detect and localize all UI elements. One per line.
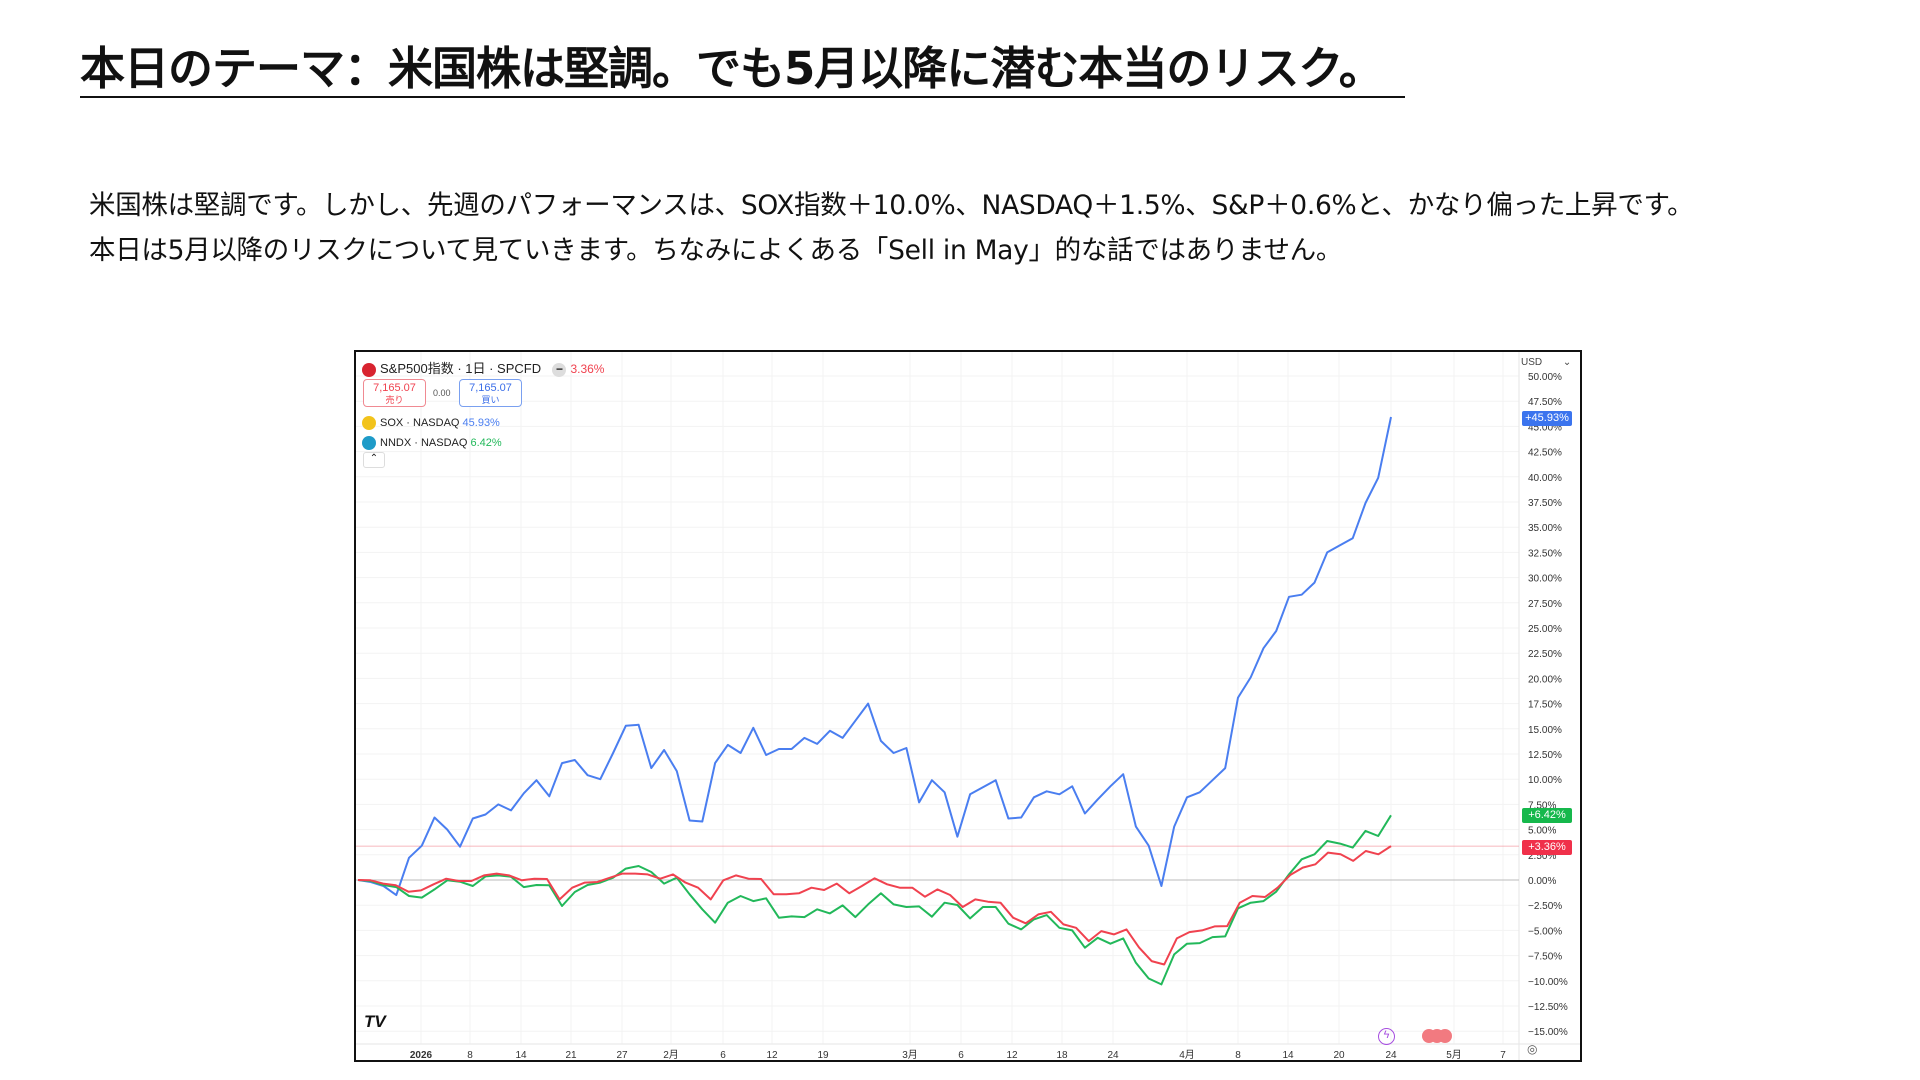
- line-chart[interactable]: 2026 8 14 21 27 2月 6 12 19 3月 6 12 18 24 4月 8 14 20 24 5月 7 5…: [356, 352, 1582, 1062]
- collapse-legend-button[interactable]: ⌃: [363, 452, 385, 468]
- x-tick-label: 2月: [663, 1049, 679, 1061]
- chevron-down-icon: ⌄: [1562, 357, 1572, 368]
- y-tick-label: 0.00%: [1528, 876, 1556, 887]
- y-tick-label: 10.00%: [1528, 775, 1562, 786]
- y-tick-label: 2.50%: [1528, 851, 1556, 862]
- x-tick-label: 2026: [410, 1050, 433, 1061]
- x-tick-label: 8: [467, 1050, 473, 1061]
- y-tick-label: 22.50%: [1528, 649, 1562, 660]
- x-tick-label: 12: [1006, 1050, 1018, 1061]
- x-tick-label: 5月: [1446, 1049, 1462, 1061]
- x-tick-label: 6: [720, 1050, 726, 1061]
- y-tick-label: 37.50%: [1528, 498, 1562, 509]
- sox-price-tag: +45.93%: [1522, 411, 1572, 426]
- y-tick-label: 42.50%: [1528, 448, 1562, 459]
- lightning-event-icon[interactable]: ϟ: [1378, 1028, 1395, 1045]
- y-tick-label: 27.50%: [1528, 599, 1562, 610]
- x-tick-label: 27: [616, 1050, 628, 1061]
- y-tick-label: −7.50%: [1528, 952, 1562, 963]
- sp500-logo-icon: [362, 362, 376, 377]
- intro-line-1: 米国株は堅調です。しかし、先週のパフォーマンスは、SOX指数＋10.0%、NAS…: [89, 190, 1694, 221]
- x-tick-label: 14: [515, 1050, 527, 1061]
- series-line-sp500: [357, 845, 1392, 966]
- ndx-logo-icon: [362, 436, 376, 450]
- symbol-label: S&P500指数 · 1日 · SPCFD: [380, 361, 542, 376]
- y-tick-label: 35.00%: [1528, 523, 1562, 534]
- y-tick-label: 20.00%: [1528, 674, 1562, 685]
- symbol-change: 3.36%: [570, 362, 605, 376]
- y-tick-label: −15.00%: [1528, 1027, 1568, 1038]
- x-tick-label: 3月: [902, 1049, 918, 1061]
- y-tick-label: 12.50%: [1528, 750, 1562, 761]
- sp500-price-tag: +3.36%: [1522, 840, 1572, 855]
- x-tick-label: 20: [1333, 1050, 1345, 1061]
- main-symbol-legend[interactable]: S&P500指数 · 1日 · SPCFD −3.36%: [362, 358, 604, 377]
- x-tick-label: 7: [1500, 1050, 1506, 1061]
- buy-button[interactable]: 7,165.07 買い: [459, 379, 522, 407]
- minus-icon[interactable]: −: [552, 362, 567, 377]
- chart-panel[interactable]: 2026 8 14 21 27 2月 6 12 19 3月 6 12 18 24 4月 8 14 20 24 5月 7 5…: [354, 350, 1582, 1062]
- legend-sox[interactable]: SOX · NASDAQ 45.93%: [362, 416, 500, 430]
- y-tick-label: 40.00%: [1528, 473, 1562, 484]
- page-title: 本日のテーマ：米国株は堅調。でも5月以降に潜む本当のリスク。: [80, 42, 1405, 98]
- x-tick-label: 18: [1056, 1050, 1068, 1061]
- sell-button[interactable]: 7,165.07 売り: [363, 379, 426, 407]
- earnings-flag-icons[interactable]: [1422, 1028, 1456, 1043]
- settings-eye-icon[interactable]: ◎: [1527, 1042, 1538, 1056]
- y-tick-label: 15.00%: [1528, 725, 1562, 736]
- y-tick-label: 32.50%: [1528, 548, 1562, 559]
- y-tick-label: 45.00%: [1528, 422, 1562, 433]
- tradingview-logo: TV: [364, 1012, 386, 1031]
- series-line-ndx: [357, 814, 1392, 986]
- sox-logo-icon: [362, 416, 376, 430]
- x-tick-label: 14: [1282, 1050, 1294, 1061]
- spread-value: 0.00: [433, 388, 451, 398]
- x-tick-label: 24: [1385, 1050, 1397, 1061]
- y-tick-label: 25.00%: [1528, 624, 1562, 635]
- y-tick-label: 30.00%: [1528, 574, 1562, 585]
- ndx-price-tag: +6.42%: [1522, 808, 1572, 823]
- y-tick-label: 5.00%: [1528, 826, 1556, 837]
- x-tick-label: 12: [766, 1050, 778, 1061]
- y-tick-label: 50.00%: [1528, 372, 1562, 383]
- y-tick-label: −5.00%: [1528, 926, 1562, 937]
- y-tick-label: −12.50%: [1528, 1002, 1568, 1013]
- x-tick-label: 4月: [1179, 1049, 1195, 1061]
- legend-ndx[interactable]: NNDX · NASDAQ 6.42%: [362, 436, 502, 450]
- y-tick-label: 7.50%: [1528, 800, 1556, 811]
- x-tick-label: 19: [817, 1050, 829, 1061]
- y-tick-label: 47.50%: [1528, 397, 1562, 408]
- series-line-sox: [357, 416, 1392, 897]
- x-tick-label: 8: [1235, 1050, 1241, 1061]
- x-tick-label: 21: [565, 1050, 577, 1061]
- y-tick-label: −10.00%: [1528, 977, 1568, 988]
- y-tick-label: −2.50%: [1528, 901, 1562, 912]
- x-tick-label: 24: [1107, 1050, 1119, 1061]
- currency-select[interactable]: USD ⌄: [1521, 357, 1572, 368]
- y-tick-label: 17.50%: [1528, 700, 1562, 711]
- x-tick-label: 6: [958, 1050, 964, 1061]
- intro-line-2: 本日は5月以降のリスクについて見ていきます。ちなみによくある「Sell in M…: [89, 235, 1343, 266]
